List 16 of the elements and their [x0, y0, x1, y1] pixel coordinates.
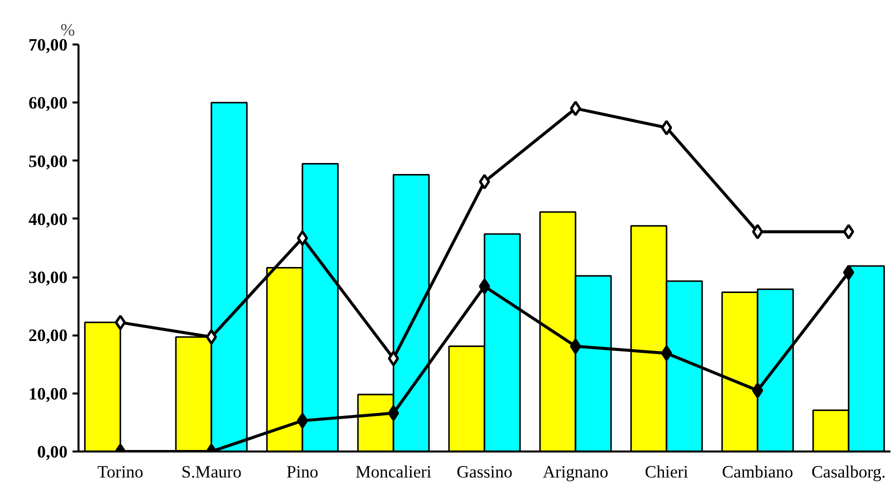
x-tick-label: Gassino	[456, 462, 512, 482]
x-tick-label: Moncalieri	[355, 462, 432, 482]
y-tick-label: 30,00	[28, 268, 68, 288]
y-tick-label: 0,00	[37, 442, 68, 462]
x-tick-label: Torino	[97, 462, 144, 482]
y-tick-label: 50,00	[28, 152, 68, 171]
x-tick-label: S.Mauro	[181, 462, 242, 482]
y-tick-label: 20,00	[28, 326, 68, 346]
y-tick-label: 40,00	[28, 210, 68, 229]
x-tick-label: Pino	[286, 462, 318, 482]
x-tick-label: Chieri	[644, 462, 688, 482]
y-tick-label: 10,00	[28, 384, 68, 404]
x-tick-label: Arignano	[542, 462, 608, 482]
y-tick-label: 60,00	[28, 94, 68, 113]
x-tick-label: Cambiano	[722, 462, 794, 482]
x-tick-label: Casalborg.	[811, 462, 886, 482]
